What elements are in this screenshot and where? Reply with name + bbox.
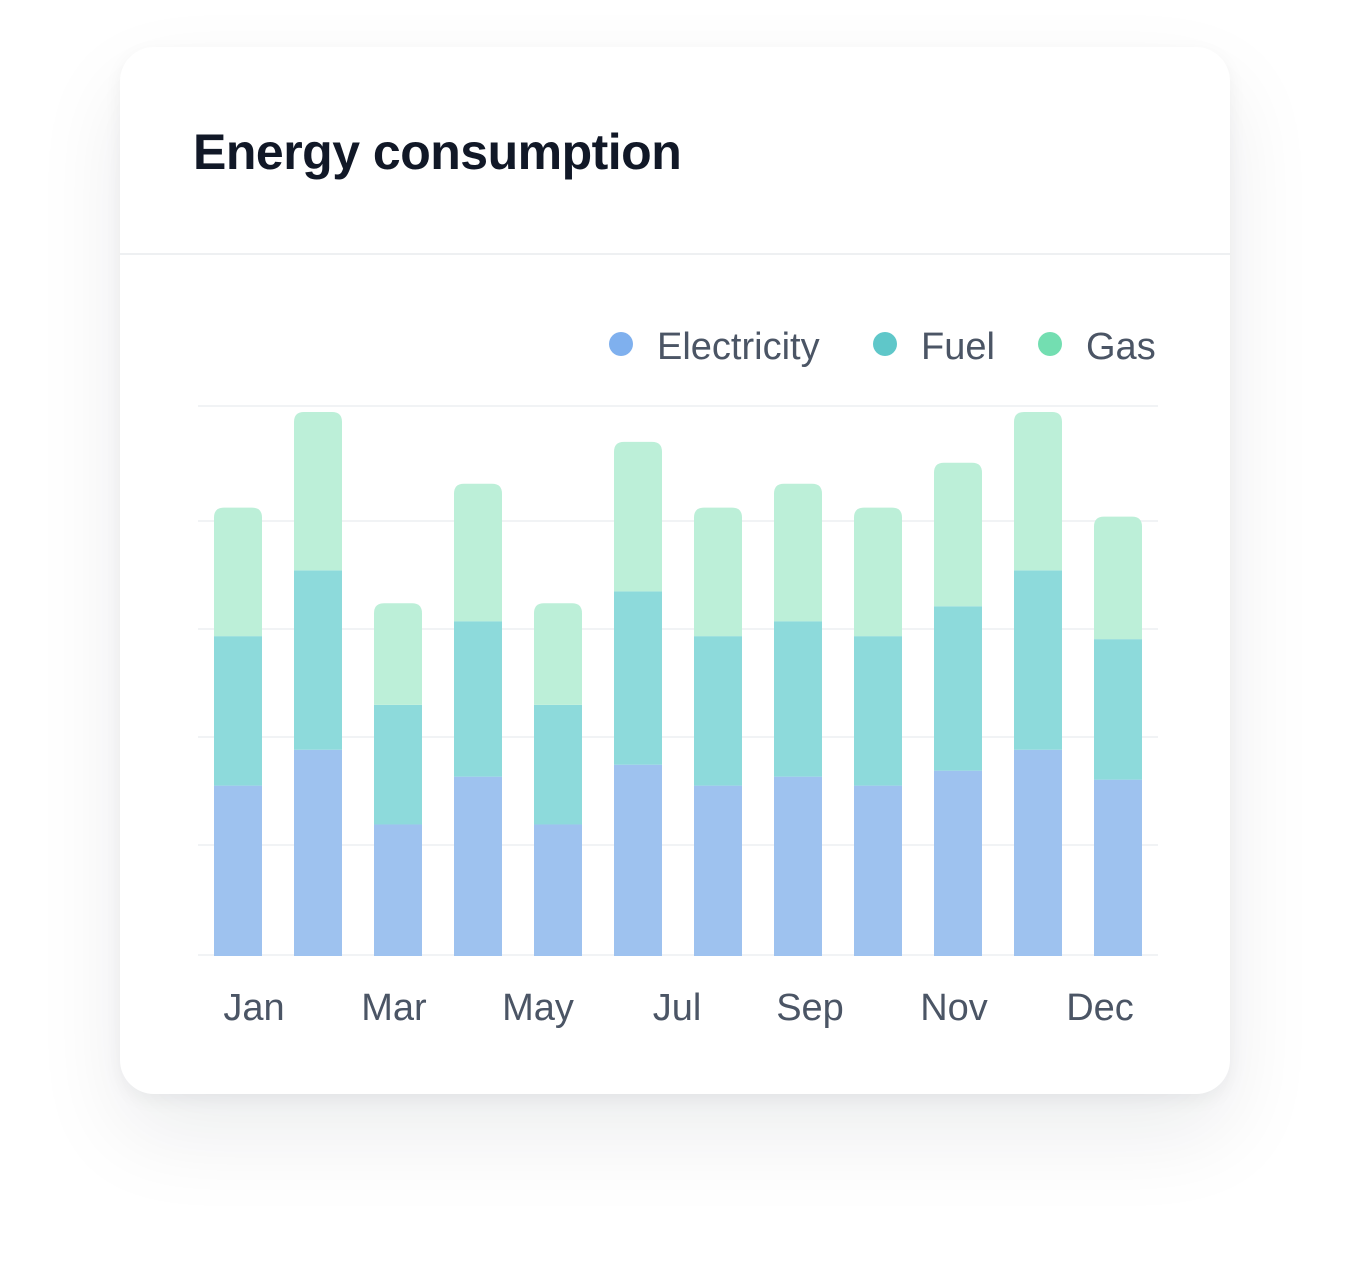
bar-group-feb — [294, 411, 342, 956]
bar-gas-jun — [614, 441, 662, 592]
bar-fuel-jun — [614, 591, 662, 765]
bar-group-dec — [1094, 516, 1142, 956]
x-tick-label-jan: Jan — [223, 987, 284, 1029]
bar-gas-nov — [1014, 411, 1062, 571]
card-header: Energy consumption — [120, 47, 1230, 255]
bar-gas-oct — [934, 462, 982, 607]
legend-label-gas: Gas — [1086, 326, 1156, 368]
bar-gas-jul — [694, 507, 742, 637]
bar-group-apr — [454, 483, 502, 956]
bar-groups — [214, 411, 1142, 956]
bar-electricity-oct — [934, 770, 982, 956]
bar-fuel-may — [534, 704, 582, 825]
bar-fuel-jul — [694, 636, 742, 786]
bar-group-oct — [934, 462, 982, 956]
bar-electricity-sep — [854, 785, 902, 956]
x-tick-label-may: May — [502, 987, 574, 1029]
bar-fuel-aug — [774, 621, 822, 777]
legend-dot-gas — [1038, 332, 1062, 356]
bar-electricity-jan — [214, 785, 262, 956]
bar-gas-jan — [214, 507, 262, 637]
energy-card: Energy consumption Electricity Fuel Gas Ja… — [120, 47, 1230, 1094]
bar-group-jul — [694, 507, 742, 956]
bar-gas-dec — [1094, 516, 1142, 640]
bar-fuel-oct — [934, 606, 982, 771]
legend-dot-electricity — [609, 332, 633, 356]
bar-group-sep — [854, 507, 902, 956]
legend-dot-fuel — [873, 332, 897, 356]
grid-lines — [198, 405, 1158, 956]
bar-electricity-feb — [294, 749, 342, 956]
bar-fuel-sep — [854, 636, 902, 786]
bar-gas-may — [534, 603, 582, 705]
x-tick-label-jul: Jul — [653, 987, 702, 1029]
x-tick-label-nov: Nov — [920, 987, 988, 1029]
x-tick-label-sep: Sep — [776, 987, 844, 1029]
x-tick-label-mar: Mar — [361, 987, 427, 1029]
bar-electricity-jun — [614, 764, 662, 956]
x-tick-label-dec: Dec — [1066, 987, 1134, 1029]
bar-group-mar — [374, 603, 422, 956]
bar-group-aug — [774, 483, 822, 956]
card-title: Energy consumption — [193, 124, 682, 180]
bar-electricity-jul — [694, 785, 742, 956]
bar-electricity-dec — [1094, 779, 1142, 956]
bar-fuel-feb — [294, 570, 342, 750]
energy-chart: Electricity Fuel Gas Jan Mar May Jul Sep Nov Dec — [198, 326, 1158, 1029]
bar-electricity-nov — [1014, 749, 1062, 956]
bar-fuel-dec — [1094, 639, 1142, 780]
bar-gas-feb — [294, 411, 342, 571]
bar-group-nov — [1014, 411, 1062, 956]
bar-gas-aug — [774, 483, 822, 622]
bar-group-may — [534, 603, 582, 956]
bar-electricity-mar — [374, 824, 422, 956]
bar-gas-mar — [374, 603, 422, 705]
legend-label-fuel: Fuel — [921, 326, 995, 368]
bar-fuel-jan — [214, 636, 262, 786]
chart-legend: Electricity Fuel Gas — [609, 326, 1156, 368]
bar-electricity-aug — [774, 776, 822, 956]
bar-fuel-mar — [374, 704, 422, 825]
x-axis-ticks: Jan Mar May Jul Sep Nov Dec — [223, 987, 1133, 1029]
bar-gas-apr — [454, 483, 502, 622]
bar-group-jan — [214, 507, 262, 956]
bar-electricity-apr — [454, 776, 502, 956]
bar-group-jun — [614, 441, 662, 956]
bar-fuel-nov — [1014, 570, 1062, 750]
legend-label-electricity: Electricity — [657, 326, 820, 368]
bar-gas-sep — [854, 507, 902, 637]
bar-fuel-apr — [454, 621, 502, 777]
bar-electricity-may — [534, 824, 582, 956]
